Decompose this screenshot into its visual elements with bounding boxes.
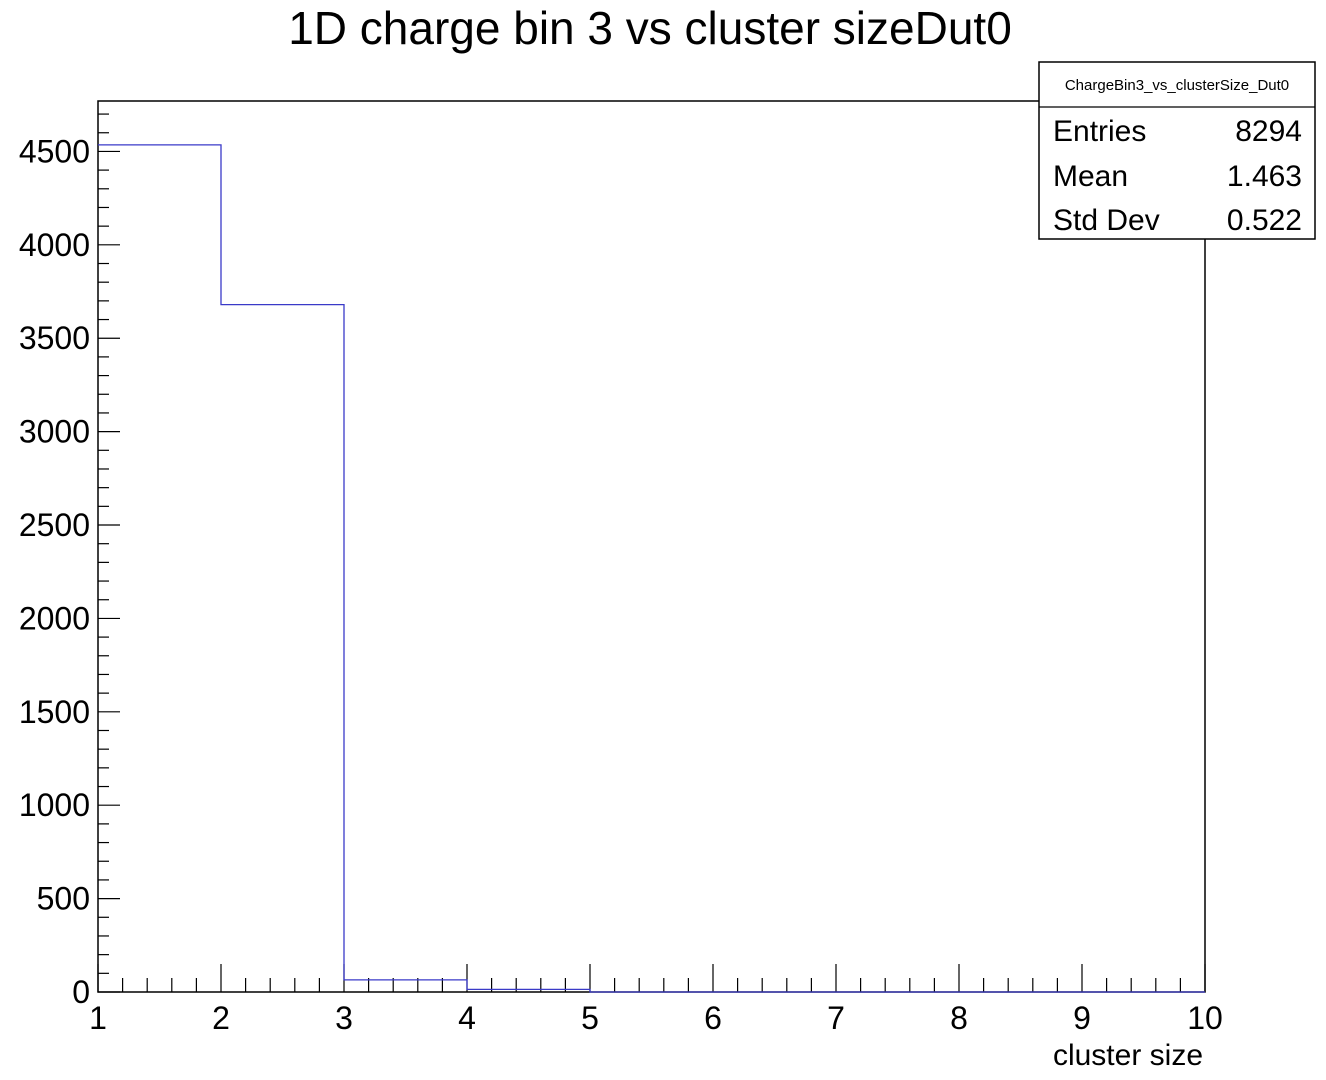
x-axis-label: cluster size: [1053, 1039, 1203, 1072]
x-tick-label: 3: [335, 1000, 353, 1036]
histogram-bin: [344, 980, 467, 992]
y-tick-label: 1500: [19, 694, 90, 730]
y-tick-label: 500: [37, 881, 90, 917]
y-axis: 0 500 1000 1500 2000 2500 3000 3500 4000 4500: [19, 113, 120, 1010]
histogram-bin: [98, 145, 221, 992]
stats-box-name: ChargeBin3_vs_clusterSize_Dut0: [1065, 77, 1289, 94]
x-tick-label: 4: [458, 1000, 476, 1036]
x-tick-label: 2: [212, 1000, 230, 1036]
x-tick-label: 10: [1187, 1000, 1223, 1036]
y-tick-label: 0: [72, 974, 90, 1010]
stats-mean-label: Mean: [1053, 160, 1128, 193]
y-tick-label: 3000: [19, 414, 90, 450]
histogram-series: [98, 144, 1205, 993]
stats-entries-label: Entries: [1053, 115, 1146, 148]
y-tick-label: 2500: [19, 507, 90, 543]
x-tick-label: 5: [581, 1000, 599, 1036]
y-tick-label: 3500: [19, 320, 90, 356]
x-tick-label: 6: [704, 1000, 722, 1036]
stats-stddev-value: 0.522: [1227, 204, 1302, 237]
x-tick-label: 7: [827, 1000, 845, 1036]
stats-stddev-label: Std Dev: [1053, 204, 1160, 237]
stats-box-frame: [1038, 61, 1316, 240]
stats-entries-value: 8294: [1235, 115, 1302, 148]
stats-box: ChargeBin3_vs_clusterSize_Dut0 Entries 8…: [1038, 61, 1316, 240]
histogram-outline: [98, 144, 1205, 993]
x-tick-label: 8: [950, 1000, 968, 1036]
x-tick-label: 1: [89, 1000, 107, 1036]
x-axis: 1 2 3 4 5 6 7 8 9 10: [89, 964, 1223, 1036]
stats-mean-value: 1.463: [1227, 160, 1302, 193]
chart-title: 1D charge bin 3 vs cluster sizeDut0: [288, 2, 1012, 54]
y-tick-label: 1000: [19, 787, 90, 823]
histogram-bin: [221, 305, 344, 992]
y-tick-label: 2000: [19, 600, 90, 636]
y-tick-label: 4500: [19, 133, 90, 169]
x-tick-label: 9: [1073, 1000, 1091, 1036]
y-tick-label: 4000: [19, 227, 90, 263]
